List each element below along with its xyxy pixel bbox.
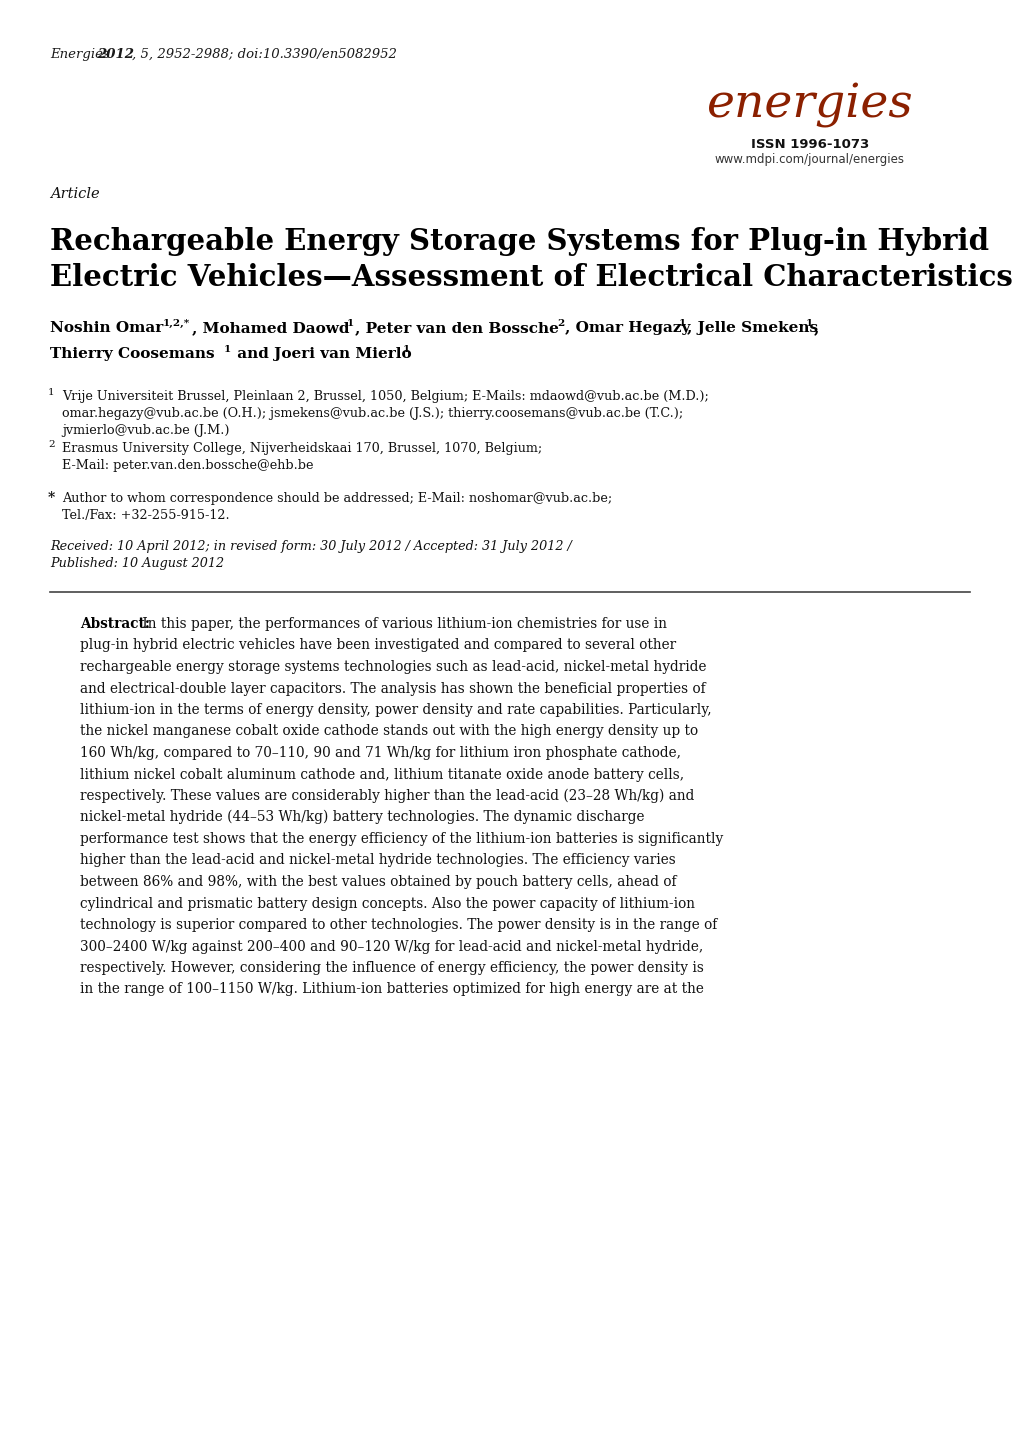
Text: , Peter van den Bossche: , Peter van den Bossche — [355, 322, 558, 335]
Text: In this paper, the performances of various lithium-ion chemistries for use in: In this paper, the performances of vario… — [138, 617, 666, 632]
Text: , Mohamed Daowd: , Mohamed Daowd — [192, 322, 350, 335]
Text: ISSN 1996-1073: ISSN 1996-1073 — [750, 138, 868, 151]
Text: respectively. However, considering the influence of energy efficiency, the power: respectively. However, considering the i… — [79, 960, 703, 975]
Text: , 5, 2952-2988; doi:10.3390/en5082952: , 5, 2952-2988; doi:10.3390/en5082952 — [131, 48, 396, 61]
Text: and electrical-double layer capacitors. The analysis has shown the beneficial pr: and electrical-double layer capacitors. … — [79, 682, 705, 695]
Text: Received: 10 April 2012; in revised form: 30 July 2012 / Accepted: 31 July 2012 : Received: 10 April 2012; in revised form… — [50, 539, 572, 552]
Text: www.mdpi.com/journal/energies: www.mdpi.com/journal/energies — [714, 153, 904, 166]
Text: respectively. These values are considerably higher than the lead-acid (23–28 Wh/: respectively. These values are considera… — [79, 789, 694, 803]
Text: ,: , — [813, 322, 818, 335]
Text: 1: 1 — [48, 388, 55, 397]
Text: cylindrical and prismatic battery design concepts. Also the power capacity of li: cylindrical and prismatic battery design… — [79, 897, 694, 910]
Text: 1: 1 — [224, 345, 231, 353]
Text: , Omar Hegazy: , Omar Hegazy — [565, 322, 690, 335]
Text: 1: 1 — [805, 319, 812, 327]
Text: plug-in hybrid electric vehicles have been investigated and compared to several : plug-in hybrid electric vehicles have be… — [79, 639, 676, 652]
Text: Energies: Energies — [50, 48, 114, 61]
Text: 160 Wh/kg, compared to 70–110, 90 and 71 Wh/kg for lithium iron phosphate cathod: 160 Wh/kg, compared to 70–110, 90 and 71… — [79, 746, 681, 760]
Text: Electric Vehicles—Assessment of Electrical Characteristics: Electric Vehicles—Assessment of Electric… — [50, 262, 1012, 291]
Text: Tel./Fax: +32-255-915-12.: Tel./Fax: +32-255-915-12. — [62, 509, 229, 522]
Text: Abstract:: Abstract: — [79, 617, 150, 632]
Text: 1: 1 — [679, 319, 686, 327]
Text: 2: 2 — [48, 440, 55, 448]
Text: 2012: 2012 — [97, 48, 133, 61]
Text: Thierry Coosemans: Thierry Coosemans — [50, 348, 214, 360]
Text: Published: 10 August 2012: Published: 10 August 2012 — [50, 557, 224, 570]
Text: between 86% and 98%, with the best values obtained by pouch battery cells, ahead: between 86% and 98%, with the best value… — [79, 875, 676, 890]
Text: 2: 2 — [556, 319, 564, 327]
Text: Article: Article — [50, 187, 100, 200]
Text: jvmierlo@vub.ac.be (J.M.): jvmierlo@vub.ac.be (J.M.) — [62, 424, 229, 437]
Text: and Joeri van Mierlo: and Joeri van Mierlo — [231, 348, 412, 360]
Text: lithium nickel cobalt aluminum cathode and, lithium titanate oxide anode battery: lithium nickel cobalt aluminum cathode a… — [79, 767, 684, 782]
Text: omar.hegazy@vub.ac.be (O.H.); jsmekens@vub.ac.be (J.S.); thierry.coosemans@vub.a: omar.hegazy@vub.ac.be (O.H.); jsmekens@v… — [62, 407, 683, 420]
Text: 1,2,*: 1,2,* — [163, 319, 191, 327]
Text: in the range of 100–1150 W/kg. Lithium-ion batteries optimized for high energy a: in the range of 100–1150 W/kg. Lithium-i… — [79, 982, 703, 996]
Text: Noshin Omar: Noshin Omar — [50, 322, 163, 335]
Text: Vrije Universiteit Brussel, Pleinlaan 2, Brussel, 1050, Belgium; E-Mails: mdaowd: Vrije Universiteit Brussel, Pleinlaan 2,… — [62, 389, 708, 402]
Text: rechargeable energy storage systems technologies such as lead-acid, nickel-metal: rechargeable energy storage systems tech… — [79, 660, 706, 673]
Text: OPEN ACCESS: OPEN ACCESS — [766, 53, 853, 63]
Text: Rechargeable Energy Storage Systems for Plug-in Hybrid: Rechargeable Energy Storage Systems for … — [50, 226, 988, 257]
Text: , Jelle Smekens: , Jelle Smekens — [687, 322, 817, 335]
Text: E-Mail: peter.van.den.bossche@ehb.be: E-Mail: peter.van.den.bossche@ehb.be — [62, 459, 313, 472]
Text: Erasmus University College, Nijverheidskaai 170, Brussel, 1070, Belgium;: Erasmus University College, Nijverheidsk… — [62, 443, 541, 456]
Text: lithium-ion in the terms of energy density, power density and rate capabilities.: lithium-ion in the terms of energy densi… — [79, 704, 711, 717]
Text: performance test shows that the energy efficiency of the lithium-ion batteries i: performance test shows that the energy e… — [79, 832, 722, 846]
Text: higher than the lead-acid and nickel-metal hydride technologies. The efficiency : higher than the lead-acid and nickel-met… — [79, 854, 676, 868]
Text: *: * — [48, 490, 55, 505]
Text: 1: 1 — [403, 345, 410, 353]
Text: 1: 1 — [346, 319, 354, 327]
Text: the nickel manganese cobalt oxide cathode stands out with the high energy densit: the nickel manganese cobalt oxide cathod… — [79, 724, 697, 738]
Text: 300–2400 W/kg against 200–400 and 90–120 W/kg for lead-acid and nickel-metal hyd: 300–2400 W/kg against 200–400 and 90–120… — [79, 940, 702, 953]
Text: nickel-metal hydride (44–53 Wh/kg) battery technologies. The dynamic discharge: nickel-metal hydride (44–53 Wh/kg) batte… — [79, 810, 644, 825]
Text: Author to whom correspondence should be addressed; E-Mail: noshomar@vub.ac.be;: Author to whom correspondence should be … — [62, 492, 611, 505]
Text: technology is superior compared to other technologies. The power density is in t: technology is superior compared to other… — [79, 919, 716, 932]
Text: energies: energies — [706, 84, 912, 128]
